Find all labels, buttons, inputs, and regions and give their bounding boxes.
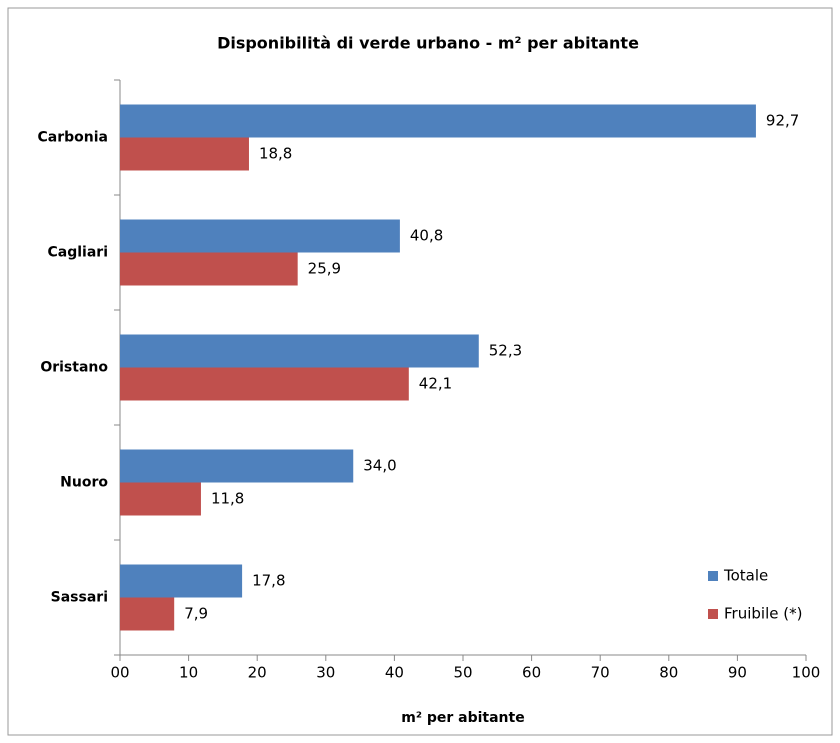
value-label: 52,3 [489, 342, 522, 360]
bar [120, 564, 243, 598]
y-tick-label: Sassari [51, 590, 108, 606]
x-tick-label: 50 [453, 664, 472, 682]
value-label: 7,9 [184, 605, 208, 623]
value-label: 11,8 [211, 490, 244, 508]
value-label: 17,8 [252, 572, 285, 590]
x-tick-label: 90 [728, 664, 747, 682]
y-tick-label: Nuoro [60, 475, 108, 491]
bar [120, 137, 249, 171]
bar [120, 219, 400, 253]
x-tick-label: 00 [110, 664, 129, 682]
y-tick-label: Carbonia [38, 130, 108, 146]
legend-swatch [708, 609, 718, 619]
bar [120, 482, 201, 516]
bar [120, 334, 479, 368]
value-label: 42,1 [419, 375, 452, 393]
value-label: 25,9 [308, 260, 341, 278]
bar [120, 104, 756, 138]
value-label: 34,0 [363, 457, 396, 475]
x-tick-label: 20 [248, 664, 267, 682]
x-axis-label: m² per abitante [401, 710, 524, 726]
bar [120, 449, 354, 483]
legend-swatch [708, 571, 718, 581]
x-tick-label: 80 [659, 664, 678, 682]
x-tick-label: 40 [385, 664, 404, 682]
y-tick-label: Oristano [40, 360, 108, 376]
bar [120, 367, 409, 401]
x-tick-label: 60 [522, 664, 541, 682]
bar [120, 597, 175, 631]
y-tick-label: Cagliari [48, 245, 109, 261]
x-tick-label: 10 [179, 664, 198, 682]
value-label: 40,8 [410, 227, 443, 245]
legend-label: Fruibile (*) [724, 605, 802, 623]
x-tick-label: 30 [316, 664, 335, 682]
chart-title: Disponibilità di verde urbano - m² per a… [217, 34, 639, 53]
legend-label: Totale [723, 567, 768, 585]
x-tick-label: 70 [591, 664, 610, 682]
x-tick-label: 100 [792, 664, 821, 682]
value-label: 18,8 [259, 145, 292, 163]
bar [120, 252, 298, 286]
value-label: 92,7 [766, 112, 799, 130]
